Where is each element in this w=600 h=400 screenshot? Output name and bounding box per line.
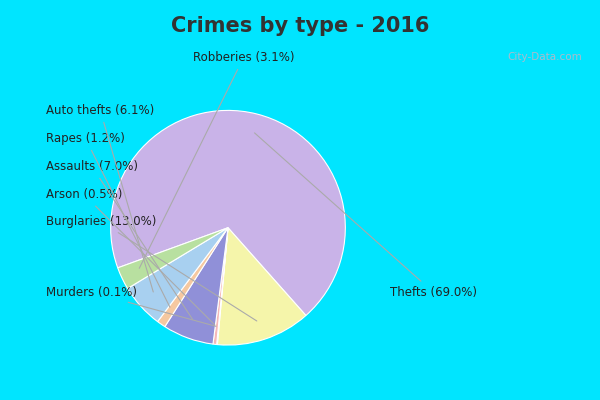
Wedge shape <box>213 228 228 344</box>
Text: Crimes by type - 2016: Crimes by type - 2016 <box>171 16 429 36</box>
Text: Thefts (69.0%): Thefts (69.0%) <box>254 133 477 299</box>
Text: Rapes (1.2%): Rapes (1.2%) <box>46 132 170 307</box>
Wedge shape <box>118 228 228 288</box>
Wedge shape <box>128 228 228 322</box>
Text: Murders (0.1%): Murders (0.1%) <box>46 286 216 326</box>
Wedge shape <box>158 228 228 327</box>
Text: Assaults (7.0%): Assaults (7.0%) <box>46 160 193 319</box>
Wedge shape <box>165 228 228 344</box>
Wedge shape <box>217 228 306 345</box>
Text: Arson (0.5%): Arson (0.5%) <box>46 188 215 325</box>
Text: Robberies (3.1%): Robberies (3.1%) <box>139 51 295 268</box>
Text: City-Data.com: City-Data.com <box>507 52 582 62</box>
Wedge shape <box>217 228 228 344</box>
Wedge shape <box>110 110 346 316</box>
Text: Burglaries (13.0%): Burglaries (13.0%) <box>46 215 257 321</box>
Text: Auto thefts (6.1%): Auto thefts (6.1%) <box>46 104 154 292</box>
